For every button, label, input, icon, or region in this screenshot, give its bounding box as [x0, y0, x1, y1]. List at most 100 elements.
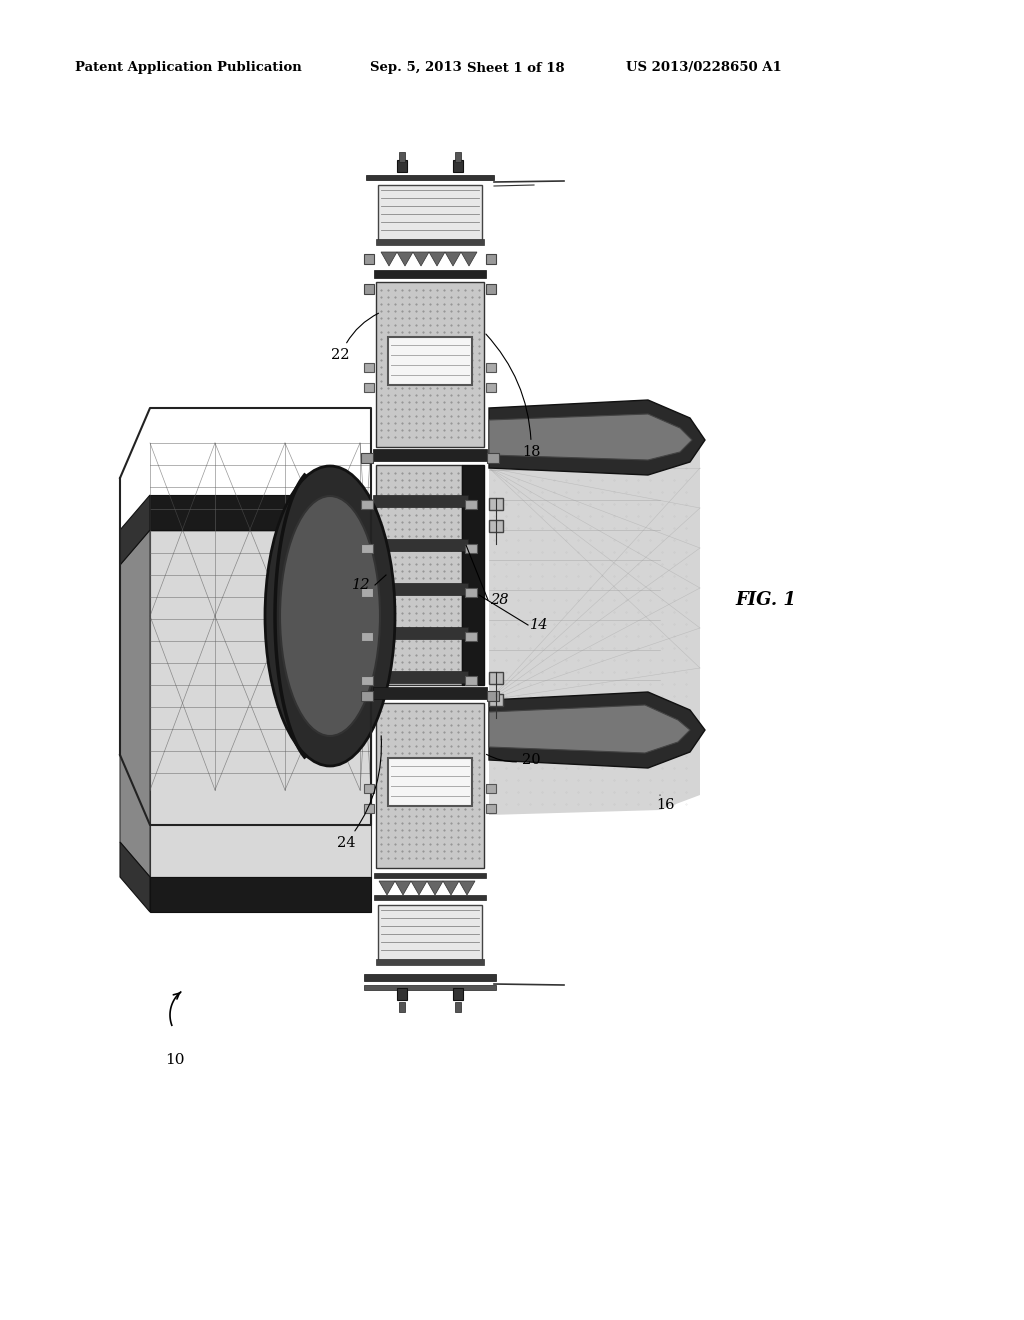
Bar: [397, 160, 407, 172]
Bar: [361, 632, 373, 642]
Bar: [465, 500, 477, 510]
Bar: [388, 758, 472, 807]
Text: FIG. 1: FIG. 1: [735, 591, 796, 609]
Text: 18: 18: [486, 334, 541, 459]
Polygon shape: [120, 531, 150, 876]
Bar: [397, 987, 407, 1001]
Polygon shape: [459, 880, 475, 895]
Bar: [373, 686, 487, 700]
Bar: [486, 383, 496, 392]
Bar: [462, 465, 484, 685]
Polygon shape: [443, 880, 459, 895]
Bar: [376, 704, 484, 869]
Bar: [388, 337, 472, 385]
Bar: [373, 539, 468, 550]
Bar: [374, 873, 486, 878]
Bar: [361, 587, 373, 597]
Polygon shape: [379, 880, 395, 895]
Bar: [486, 784, 496, 793]
Bar: [361, 676, 373, 685]
Bar: [364, 363, 374, 372]
Polygon shape: [427, 880, 443, 895]
Text: 20: 20: [486, 752, 541, 767]
Bar: [364, 253, 374, 264]
Text: 22: 22: [332, 313, 379, 362]
Text: Sheet 1 of 18: Sheet 1 of 18: [467, 62, 564, 74]
Bar: [486, 804, 496, 813]
Bar: [489, 498, 503, 510]
Bar: [361, 690, 373, 701]
Text: 14: 14: [530, 618, 549, 632]
Text: US 2013/0228650 A1: US 2013/0228650 A1: [626, 62, 781, 74]
Bar: [376, 239, 484, 246]
Bar: [373, 671, 468, 682]
Bar: [453, 160, 463, 172]
Text: 28: 28: [490, 593, 509, 607]
Polygon shape: [120, 842, 150, 912]
Bar: [373, 495, 468, 507]
Bar: [487, 690, 499, 701]
Text: Sep. 5, 2013: Sep. 5, 2013: [370, 62, 462, 74]
Ellipse shape: [280, 496, 380, 737]
Bar: [399, 152, 406, 162]
Polygon shape: [429, 252, 445, 267]
Polygon shape: [381, 252, 397, 267]
Bar: [361, 500, 373, 510]
Bar: [378, 906, 482, 960]
Polygon shape: [489, 400, 705, 475]
Bar: [378, 185, 482, 240]
Polygon shape: [445, 252, 461, 267]
Polygon shape: [397, 252, 413, 267]
Polygon shape: [150, 876, 371, 912]
Bar: [487, 453, 499, 463]
Bar: [376, 282, 484, 447]
Polygon shape: [150, 531, 371, 876]
Polygon shape: [489, 414, 700, 814]
Bar: [364, 974, 496, 981]
Bar: [364, 784, 374, 793]
Bar: [399, 1002, 406, 1012]
Bar: [489, 672, 503, 684]
Text: 10: 10: [165, 1053, 184, 1067]
Bar: [465, 676, 477, 685]
Bar: [453, 987, 463, 1001]
Bar: [364, 284, 374, 294]
Bar: [366, 176, 494, 180]
Polygon shape: [461, 252, 477, 267]
Bar: [455, 1002, 461, 1012]
Bar: [364, 985, 496, 990]
Bar: [376, 465, 462, 685]
Polygon shape: [395, 880, 411, 895]
Bar: [361, 453, 373, 463]
Polygon shape: [489, 692, 705, 768]
Bar: [465, 632, 477, 642]
Text: 16: 16: [656, 795, 675, 812]
Bar: [489, 694, 503, 706]
Bar: [374, 271, 486, 279]
Bar: [373, 627, 468, 639]
Bar: [361, 544, 373, 553]
Bar: [465, 587, 477, 597]
Bar: [364, 804, 374, 813]
Bar: [486, 284, 496, 294]
Text: Patent Application Publication: Patent Application Publication: [75, 62, 302, 74]
Polygon shape: [150, 495, 371, 531]
Bar: [373, 583, 468, 595]
Bar: [373, 449, 487, 461]
Bar: [376, 960, 484, 965]
Bar: [489, 520, 503, 532]
Bar: [486, 253, 496, 264]
Polygon shape: [489, 705, 690, 752]
Polygon shape: [411, 880, 427, 895]
Bar: [374, 895, 486, 900]
Bar: [455, 152, 461, 162]
Bar: [465, 544, 477, 553]
Text: 24: 24: [337, 735, 381, 850]
Polygon shape: [489, 414, 692, 459]
Bar: [364, 383, 374, 392]
Polygon shape: [120, 495, 150, 565]
Ellipse shape: [265, 466, 395, 766]
Text: 12: 12: [351, 578, 370, 591]
Bar: [486, 363, 496, 372]
Polygon shape: [413, 252, 429, 267]
